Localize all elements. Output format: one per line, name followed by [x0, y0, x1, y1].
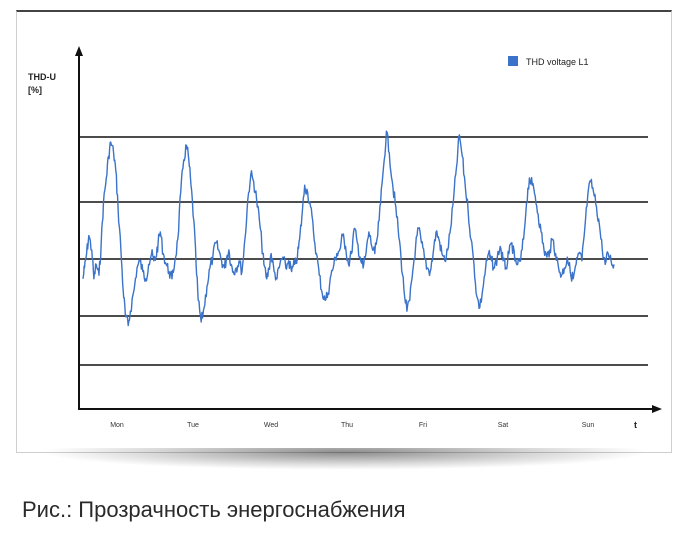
x-tick-label: Wed [264, 422, 278, 429]
y-axis-label-line1: THD-U [28, 72, 56, 82]
figure-caption: Рис.: Прозрачность энергоснабжения [22, 497, 406, 522]
legend: THD voltage L1 [508, 56, 589, 67]
series-line-thd-voltage-l1 [82, 130, 615, 327]
grid-lines [79, 136, 648, 366]
x-axis-arrow [652, 405, 662, 413]
x-tick-label: Mon [110, 422, 124, 429]
legend-label: THD voltage L1 [526, 57, 589, 67]
thd-chart: THD-U [%] t Mon Tue Wed Thu Fri Sat Sun THD vo… [28, 46, 662, 430]
x-tick-label: Tue [187, 422, 199, 429]
chart-frame [16, 10, 672, 453]
x-tick-label: Sat [498, 422, 509, 429]
x-tick-label: Sun [582, 422, 595, 429]
legend-swatch [508, 56, 518, 66]
x-tick-label: Thu [341, 422, 353, 429]
y-axis-arrow [75, 46, 83, 56]
x-axis-label: t [634, 420, 637, 430]
frame-shadow [40, 448, 650, 470]
axes [75, 46, 662, 413]
x-tick-labels: Mon Tue Wed Thu Fri Sat Sun [110, 422, 594, 429]
y-axis-label-line2: [%] [28, 85, 42, 95]
x-tick-label: Fri [419, 422, 428, 429]
